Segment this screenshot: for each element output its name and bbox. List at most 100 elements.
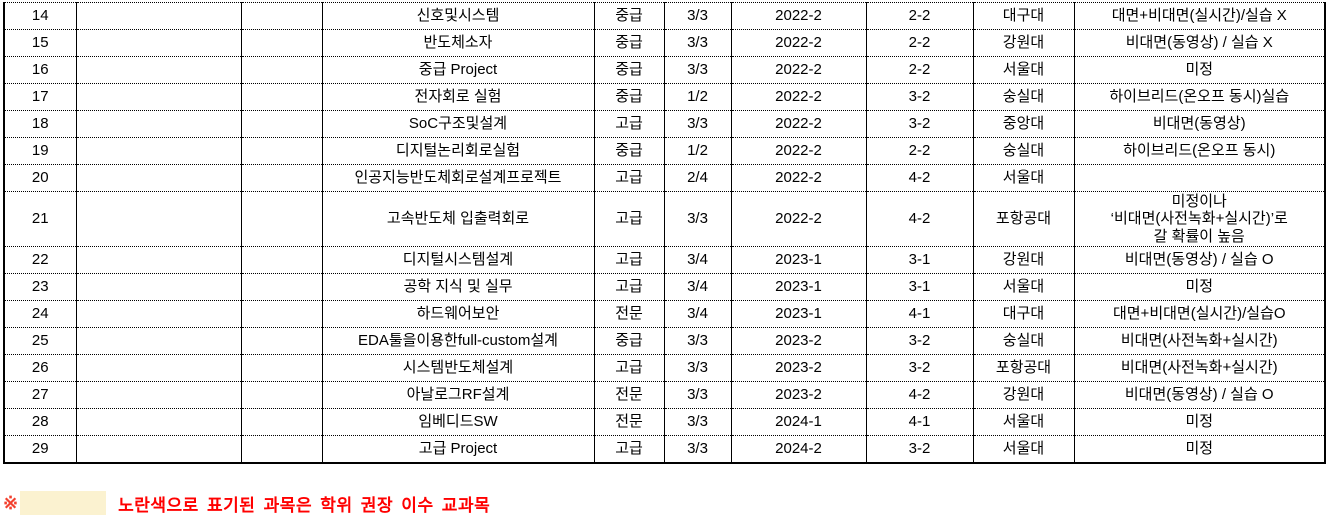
cell-category-1: [75, 246, 242, 274]
cell-delivery-method: 미정: [1073, 408, 1326, 436]
cell-university: 포항공대: [972, 354, 1075, 382]
cell-course-name: 중급 Project: [321, 56, 595, 84]
cell-university: 서울대: [972, 408, 1075, 436]
cell-level: 중급: [593, 29, 665, 57]
table-row: 25 EDA툴을이용한full-custom설계 중급 3/3 2023-2 3-2 숭실대…: [3, 327, 1326, 355]
cell-university: 강원대: [972, 29, 1075, 57]
cell-level: 고급: [593, 435, 665, 464]
cell-university: 대구대: [972, 2, 1075, 30]
cell-semester: 2023-1: [730, 300, 867, 328]
cell-course-name: EDA툴을이용한full-custom설계: [321, 327, 595, 355]
cell-university: 숭실대: [972, 137, 1075, 165]
cell-category-1: [75, 164, 242, 192]
cell-semester: 2023-2: [730, 327, 867, 355]
cell-no: 19: [3, 137, 77, 165]
cell-grade-semester: 3-2: [865, 327, 974, 355]
cell-category-1: [75, 354, 242, 382]
cell-category-1: [75, 137, 242, 165]
cell-no: 18: [3, 110, 77, 138]
cell-semester: 2022-2: [730, 56, 867, 84]
cell-no: 27: [3, 381, 77, 409]
cell-category-1: [75, 29, 242, 57]
cell-delivery-method: 미정: [1073, 273, 1326, 301]
cell-semester: 2023-2: [730, 354, 867, 382]
cell-credits: 3/3: [663, 327, 732, 355]
table-row: 23 공학 지식 및 실무 고급 3/4 2023-1 3-1 서울대 미정: [3, 273, 1326, 301]
cell-semester: 2022-2: [730, 164, 867, 192]
cell-grade-semester: 3-1: [865, 273, 974, 301]
cell-category-2: [240, 191, 323, 247]
cell-credits: 3/3: [663, 408, 732, 436]
cell-credits: 1/2: [663, 137, 732, 165]
cell-course-name: 공학 지식 및 실무: [321, 273, 595, 301]
cell-category-2: [240, 300, 323, 328]
cell-level: 중급: [593, 327, 665, 355]
cell-no: 15: [3, 29, 77, 57]
cell-level: 고급: [593, 191, 665, 247]
cell-grade-semester: 4-1: [865, 408, 974, 436]
cell-delivery-method: 대면+비대면(실시간)/실습 X: [1073, 2, 1326, 30]
cell-category-2: [240, 83, 323, 111]
cell-credits: 3/4: [663, 273, 732, 301]
table-row: 28 임베디드SW 전문 3/3 2024-1 4-1 서울대 미정: [3, 408, 1326, 436]
cell-semester: 2022-2: [730, 191, 867, 247]
cell-university: 숭실대: [972, 327, 1075, 355]
cell-category-2: [240, 246, 323, 274]
cell-university: 대구대: [972, 300, 1075, 328]
cell-no: 26: [3, 354, 77, 382]
cell-semester: 2022-2: [730, 110, 867, 138]
cell-credits: 3/3: [663, 110, 732, 138]
cell-no: 23: [3, 273, 77, 301]
cell-course-name: 아날로그RF설계: [321, 381, 595, 409]
cell-university: 중앙대: [972, 110, 1075, 138]
cell-level: 중급: [593, 83, 665, 111]
yellow-highlight-swatch: [20, 491, 107, 515]
cell-university: 숭실대: [972, 83, 1075, 111]
cell-course-name: SoC구조및설계: [321, 110, 595, 138]
cell-course-name: 디지털논리회로실험: [321, 137, 595, 165]
cell-level: 중급: [593, 137, 665, 165]
cell-level: 전문: [593, 300, 665, 328]
cell-course-name: 하드웨어보안: [321, 300, 595, 328]
cell-credits: 3/3: [663, 2, 732, 30]
cell-category-1: [75, 300, 242, 328]
table-row: 17 전자회로 실험 중급 1/2 2022-2 3-2 숭실대 하이브리드(온오프 동시)실…: [3, 83, 1326, 111]
cell-semester: 2022-2: [730, 2, 867, 30]
cell-no: 14: [3, 2, 77, 30]
table-row: 18 SoC구조및설계 고급 3/3 2022-2 3-2 중앙대 비대면(동영상): [3, 110, 1326, 138]
cell-university: 서울대: [972, 164, 1075, 192]
table-row: 20 인공지능반도체회로설계프로젝트 고급 2/4 2022-2 4-2 서울대: [3, 164, 1326, 192]
cell-no: 22: [3, 246, 77, 274]
cell-level: 고급: [593, 110, 665, 138]
cell-delivery-method: 하이브리드(온오프 동시): [1073, 137, 1326, 165]
cell-credits: 3/4: [663, 246, 732, 274]
cell-category-2: [240, 408, 323, 436]
course-table-wrap: 14 신호및시스템 중급 3/3 2022-2 2-2 대구대 대면+비대면(실시간)/실습 …: [3, 2, 1326, 464]
cell-grade-semester: 4-2: [865, 381, 974, 409]
cell-delivery-method: 비대면(동영상) / 실습 O: [1073, 246, 1326, 274]
cell-university: 서울대: [972, 273, 1075, 301]
cell-category-2: [240, 354, 323, 382]
cell-category-1: [75, 110, 242, 138]
cell-course-name: 고속반도체 입출력회로: [321, 191, 595, 247]
cell-delivery-method: [1073, 164, 1326, 192]
cell-credits: 3/3: [663, 56, 732, 84]
cell-delivery-method: 미정: [1073, 56, 1326, 84]
cell-credits: 3/3: [663, 381, 732, 409]
cell-credits: 1/2: [663, 83, 732, 111]
cell-semester: 2022-2: [730, 137, 867, 165]
cell-category-1: [75, 381, 242, 409]
footnote: ※ 노란색으로 표기된 과목은 학위 권장 이수 교과목: [3, 490, 490, 516]
cell-no: 20: [3, 164, 77, 192]
cell-category-1: [75, 273, 242, 301]
cell-level: 고급: [593, 246, 665, 274]
cell-category-1: [75, 2, 242, 30]
cell-semester: 2024-1: [730, 408, 867, 436]
cell-no: 29: [3, 435, 77, 464]
table-row: 29 고급 Project 고급 3/3 2024-2 3-2 서울대 미정: [3, 435, 1326, 464]
cell-level: 고급: [593, 273, 665, 301]
cell-level: 중급: [593, 2, 665, 30]
course-table: 14 신호및시스템 중급 3/3 2022-2 2-2 대구대 대면+비대면(실시간)/실습 …: [3, 2, 1326, 464]
cell-semester: 2022-2: [730, 29, 867, 57]
cell-semester: 2022-2: [730, 83, 867, 111]
